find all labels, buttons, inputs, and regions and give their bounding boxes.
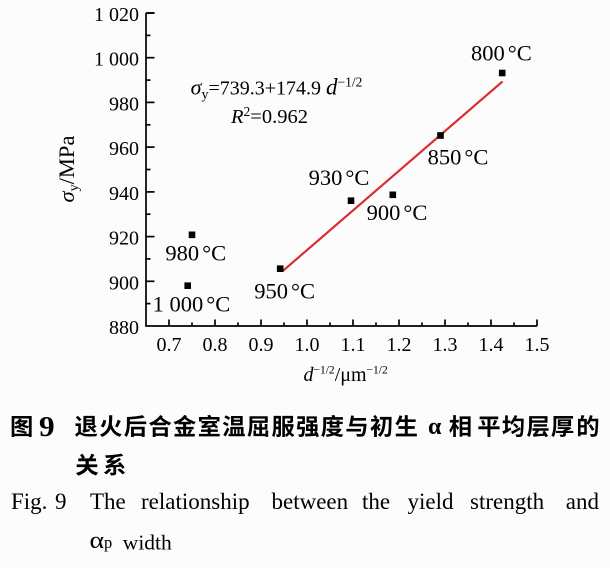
svg-text:R2=0.962: R2=0.962 [230,104,308,128]
svg-text:and: and [566,489,600,514]
svg-text:σy/MPa: σy/MPa [54,136,82,203]
svg-text:1.2: 1.2 [387,334,412,356]
svg-text:940: 940 [109,183,139,205]
svg-text:800°C: 800 °C [471,41,532,66]
svg-text:Fig.: Fig. [11,489,47,514]
svg-text:1.4: 1.4 [479,334,504,356]
svg-text:width: width [123,531,172,555]
svg-text:α: α [90,527,105,554]
svg-text:0.7: 0.7 [157,334,182,356]
svg-text:the: the [362,489,390,514]
svg-text:900°C: 900 °C [367,200,428,225]
svg-text:0.9: 0.9 [249,334,274,356]
svg-text:980: 980 [109,93,139,115]
svg-text:950°C: 950 °C [254,279,315,304]
svg-text:930°C: 930 °C [309,165,370,190]
svg-text:α: α [428,414,442,440]
svg-text:1 020: 1 020 [94,4,139,26]
svg-text:0.8: 0.8 [203,334,228,356]
svg-text:1.3: 1.3 [433,334,458,356]
svg-text:σy=739.3+174.9 d−1/2: σy=739.3+174.9 d−1/2 [191,75,363,103]
svg-text:The: The [90,489,126,514]
svg-text:920: 920 [109,228,139,250]
svg-text:yield: yield [408,489,454,514]
svg-text:960: 960 [109,138,139,160]
svg-text:between: between [272,489,349,514]
svg-text:strength: strength [470,489,545,514]
svg-text:d−1/2/μm−1/2: d−1/2/μm−1/2 [304,364,388,386]
svg-text:900: 900 [109,272,139,294]
svg-text:880: 880 [109,317,139,339]
svg-text:1 000°C: 1 000 °C [153,292,231,317]
svg-text:850°C: 850 °C [428,145,489,170]
svg-text:1.1: 1.1 [341,334,366,356]
svg-text:980°C: 980 °C [165,240,226,265]
svg-text:1.5: 1.5 [525,334,550,356]
svg-text:9: 9 [39,410,55,443]
svg-text:relationship: relationship [141,489,250,514]
svg-text:9: 9 [55,489,67,514]
svg-text:1.0: 1.0 [295,334,320,356]
svg-text:p: p [104,533,112,552]
svg-text:1 000: 1 000 [94,49,139,71]
